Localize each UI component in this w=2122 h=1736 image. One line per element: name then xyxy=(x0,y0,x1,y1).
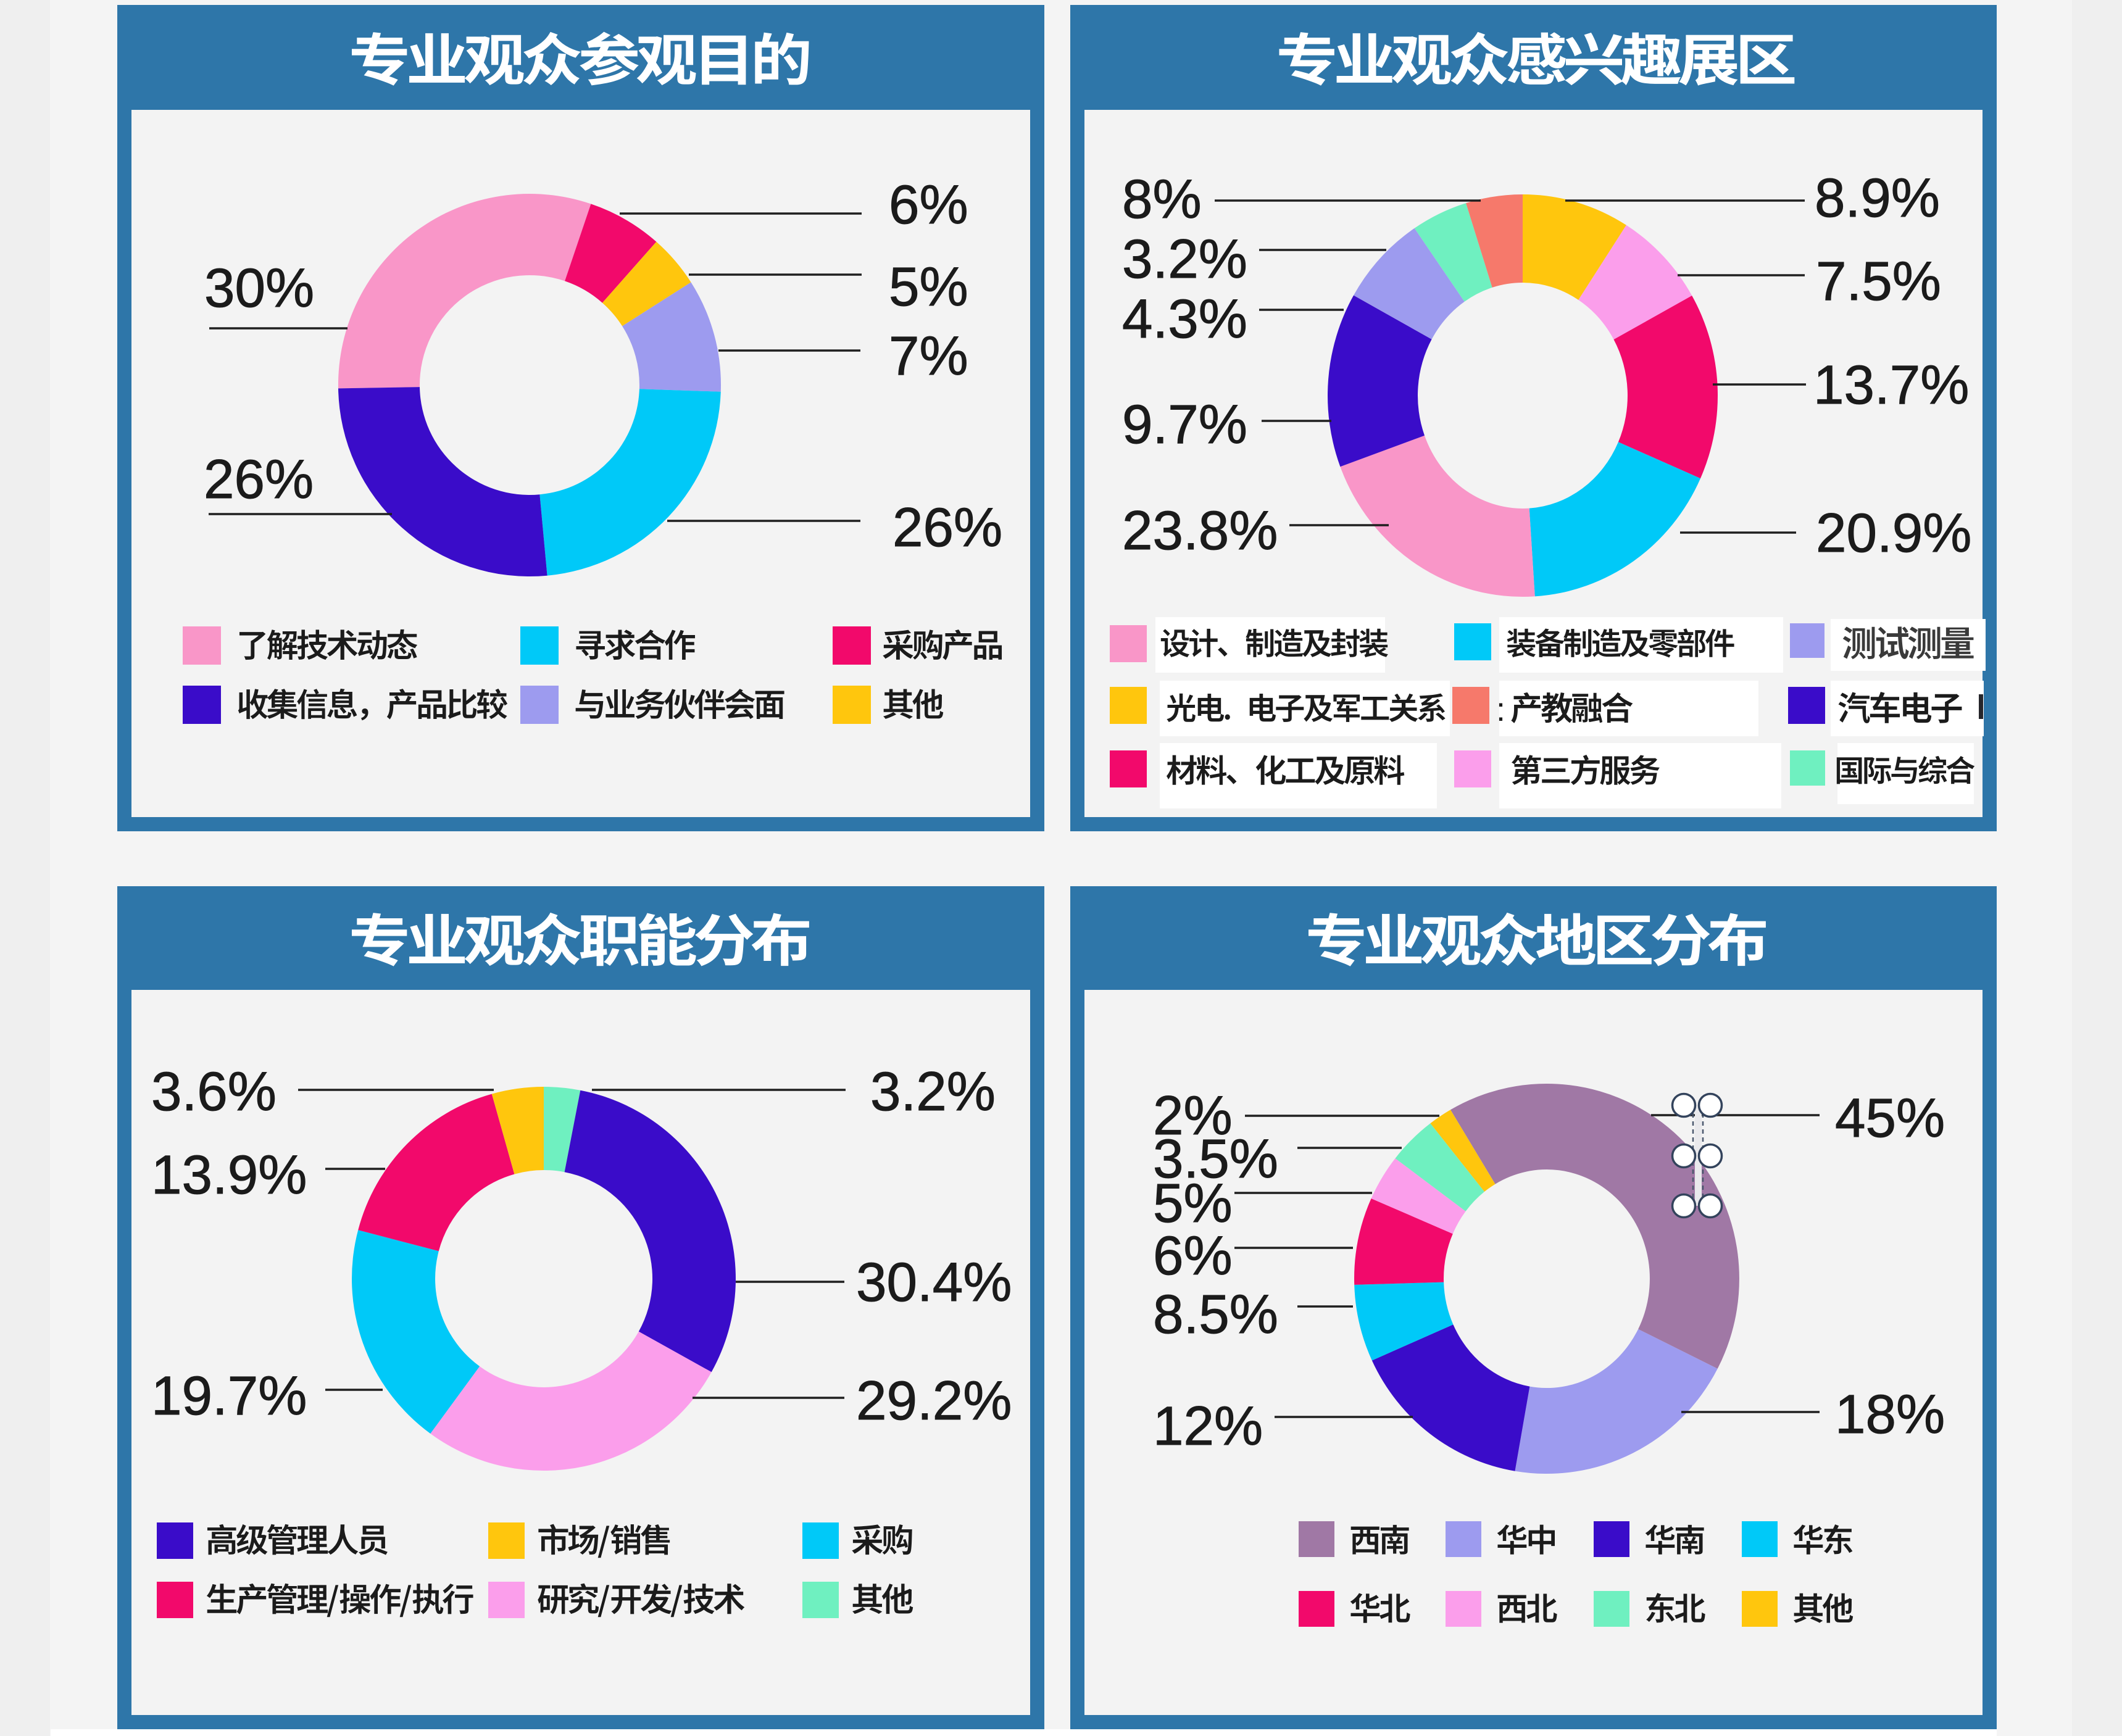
svg-text:7.5%: 7.5% xyxy=(1816,250,1941,312)
svg-text:3.5%: 3.5% xyxy=(1153,1128,1278,1189)
svg-text:4.3%: 4.3% xyxy=(1122,288,1247,349)
svg-text:12%: 12% xyxy=(1153,1395,1263,1456)
svg-text::: : xyxy=(1496,691,1505,728)
svg-text:7%: 7% xyxy=(889,325,968,386)
svg-text:8%: 8% xyxy=(1122,168,1202,230)
svg-text:26%: 26% xyxy=(204,448,314,510)
svg-text:23.8%: 23.8% xyxy=(1122,499,1278,561)
svg-text:45%: 45% xyxy=(1835,1087,1945,1148)
svg-text:30%: 30% xyxy=(204,257,314,318)
svg-text:8.5%: 8.5% xyxy=(1153,1283,1278,1345)
svg-text:3.6%: 3.6% xyxy=(151,1060,277,1122)
svg-text:3.2%: 3.2% xyxy=(870,1060,996,1122)
svg-text:6%: 6% xyxy=(889,173,968,235)
svg-text:5%: 5% xyxy=(889,255,968,317)
svg-text:8.9%: 8.9% xyxy=(1815,167,1940,228)
svg-text:6%: 6% xyxy=(1153,1224,1233,1286)
svg-text:13.7%: 13.7% xyxy=(1813,354,1969,415)
svg-text:20.9%: 20.9% xyxy=(1816,502,1971,563)
svg-text:19.7%: 19.7% xyxy=(151,1364,307,1426)
svg-text:5%: 5% xyxy=(1153,1172,1233,1234)
svg-text:30.4%: 30.4% xyxy=(856,1251,1012,1313)
svg-text:26%: 26% xyxy=(892,496,1002,558)
svg-text:29.2%: 29.2% xyxy=(856,1369,1012,1431)
svg-text:9.7%: 9.7% xyxy=(1122,393,1247,455)
svg-text:13.9%: 13.9% xyxy=(151,1144,307,1205)
svg-text:3.2%: 3.2% xyxy=(1122,228,1247,289)
svg-text:2%: 2% xyxy=(1153,1084,1233,1146)
svg-text:18%: 18% xyxy=(1835,1383,1945,1445)
